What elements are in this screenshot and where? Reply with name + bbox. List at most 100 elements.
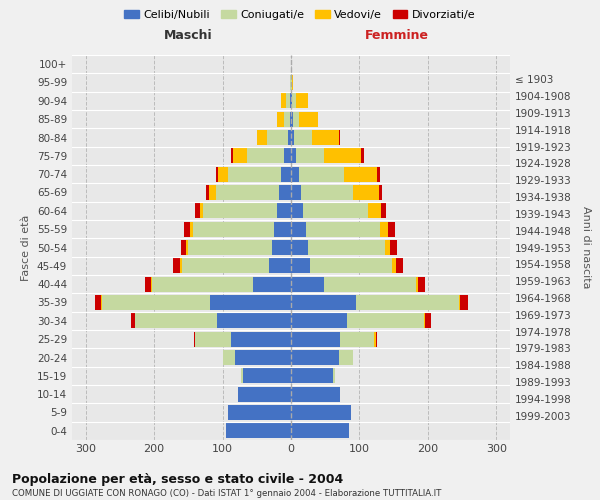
Bar: [304, 204, 368, 218]
Bar: [272, 240, 291, 255]
Text: Popolazione per età, sesso e stato civile - 2004: Popolazione per età, sesso e stato civil…: [12, 472, 343, 486]
Bar: [291, 276, 324, 291]
Bar: [460, 295, 468, 310]
Bar: [380, 222, 388, 236]
Bar: [293, 112, 299, 126]
Bar: [292, 75, 293, 90]
Bar: [228, 166, 281, 182]
Bar: [424, 314, 425, 328]
Bar: [241, 368, 243, 384]
Legend: Celibi/Nubili, Coniugati/e, Vedovi/e, Divorziati/e: Celibi/Nubili, Coniugati/e, Vedovi/e, Di…: [120, 6, 480, 25]
Bar: [396, 258, 403, 274]
Bar: [238, 386, 291, 402]
Bar: [299, 166, 344, 182]
Bar: [277, 112, 284, 126]
Bar: [173, 258, 180, 274]
Bar: [131, 314, 135, 328]
Bar: [385, 240, 390, 255]
Bar: [418, 276, 425, 291]
Bar: [301, 185, 353, 200]
Bar: [299, 112, 317, 126]
Bar: [291, 166, 299, 182]
Bar: [181, 240, 186, 255]
Bar: [257, 130, 267, 145]
Bar: [311, 130, 339, 145]
Bar: [290, 112, 291, 126]
Bar: [344, 166, 377, 182]
Bar: [291, 295, 356, 310]
Bar: [232, 148, 233, 164]
Bar: [291, 424, 349, 438]
Bar: [296, 148, 324, 164]
Bar: [379, 185, 382, 200]
Bar: [151, 276, 152, 291]
Bar: [186, 240, 188, 255]
Bar: [324, 148, 361, 164]
Bar: [458, 295, 460, 310]
Bar: [291, 258, 310, 274]
Bar: [218, 166, 228, 182]
Bar: [291, 332, 340, 346]
Bar: [101, 295, 102, 310]
Bar: [392, 258, 396, 274]
Bar: [95, 295, 101, 310]
Bar: [216, 185, 278, 200]
Bar: [291, 405, 351, 420]
Bar: [281, 94, 286, 108]
Bar: [190, 222, 193, 236]
Bar: [145, 276, 151, 291]
Bar: [284, 112, 290, 126]
Bar: [290, 94, 291, 108]
Bar: [203, 204, 277, 218]
Text: COMUNE DI UGGIATE CON RONAGO (CO) - Dati ISTAT 1° gennaio 2004 - Elaborazione TU: COMUNE DI UGGIATE CON RONAGO (CO) - Dati…: [12, 489, 442, 498]
Bar: [376, 332, 377, 346]
Bar: [247, 148, 284, 164]
Bar: [194, 332, 195, 346]
Bar: [291, 94, 292, 108]
Bar: [377, 166, 380, 182]
Bar: [390, 240, 397, 255]
Bar: [253, 276, 291, 291]
Bar: [281, 166, 291, 182]
Bar: [425, 314, 431, 328]
Bar: [188, 240, 272, 255]
Y-axis label: Fasce di età: Fasce di età: [22, 214, 31, 280]
Bar: [361, 148, 364, 164]
Bar: [292, 94, 296, 108]
Bar: [290, 75, 291, 90]
Bar: [206, 185, 209, 200]
Bar: [291, 386, 340, 402]
Bar: [267, 130, 287, 145]
Text: Maschi: Maschi: [164, 29, 212, 42]
Bar: [200, 204, 203, 218]
Bar: [228, 405, 291, 420]
Bar: [374, 332, 376, 346]
Bar: [210, 295, 291, 310]
Bar: [324, 276, 416, 291]
Bar: [291, 314, 347, 328]
Bar: [356, 295, 458, 310]
Bar: [388, 222, 395, 236]
Bar: [235, 350, 291, 365]
Bar: [296, 94, 308, 108]
Bar: [380, 204, 386, 218]
Bar: [277, 204, 291, 218]
Bar: [216, 166, 218, 182]
Bar: [340, 332, 374, 346]
Bar: [347, 314, 424, 328]
Bar: [306, 222, 380, 236]
Bar: [180, 258, 182, 274]
Bar: [274, 222, 291, 236]
Bar: [102, 295, 210, 310]
Bar: [193, 222, 274, 236]
Bar: [243, 368, 291, 384]
Bar: [152, 276, 253, 291]
Bar: [194, 204, 200, 218]
Bar: [135, 314, 217, 328]
Bar: [291, 204, 304, 218]
Bar: [291, 112, 293, 126]
Bar: [209, 185, 216, 200]
Bar: [226, 424, 291, 438]
Text: Femmine: Femmine: [365, 29, 429, 42]
Bar: [368, 204, 380, 218]
